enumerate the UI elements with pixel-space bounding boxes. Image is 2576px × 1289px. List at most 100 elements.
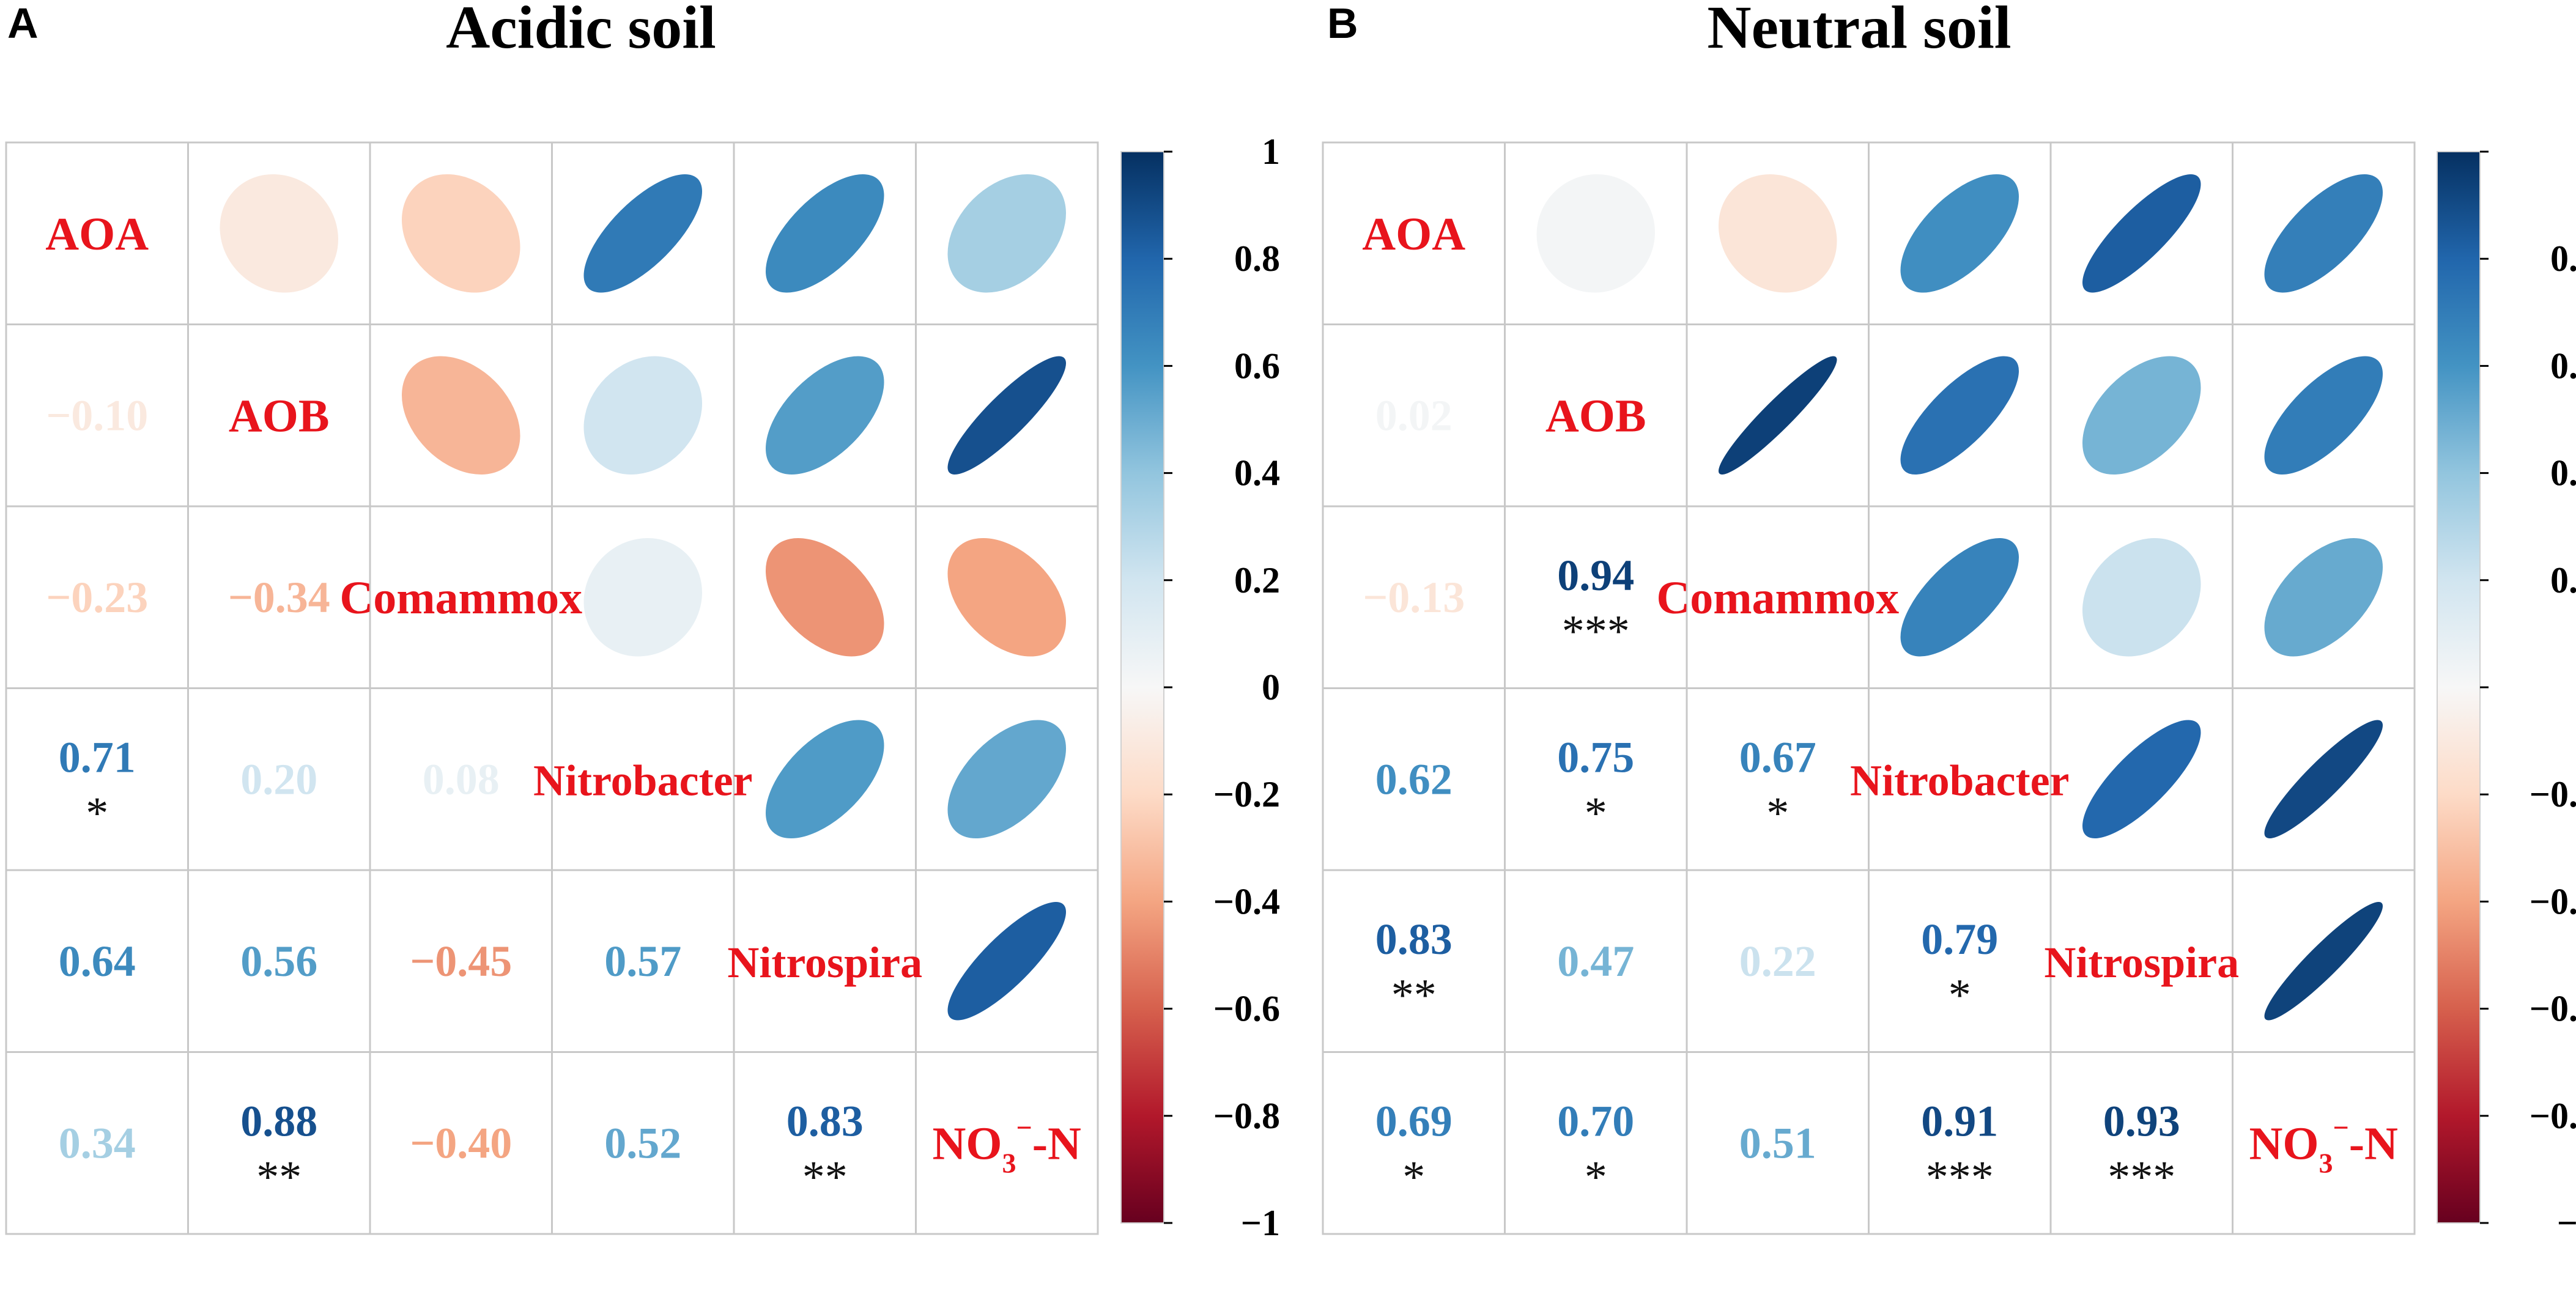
- correlation-grid: 0.02−0.13 0.94***0.62 0.75*0.67*0.83**0.47…: [1322, 141, 2416, 1235]
- cell: [915, 1051, 1099, 1235]
- cell: [187, 687, 371, 871]
- correlation-ellipse: [1536, 174, 1656, 293]
- correlation-value: 0.70: [1557, 1096, 1634, 1145]
- correlation-ellipse: [2082, 720, 2201, 839]
- colorbar-tick-label: 0.2: [1234, 560, 1280, 600]
- correlation-value: 0.69: [1375, 1096, 1453, 1145]
- cell: [187, 505, 371, 689]
- cell: [551, 687, 735, 871]
- correlation-value: −0.13: [1363, 573, 1465, 622]
- cell: [2049, 1051, 2234, 1235]
- correlation-value: 0.08: [423, 755, 500, 803]
- colorbar-gradient: [2437, 152, 2480, 1223]
- variable-label-main: Nitrospira: [2044, 938, 2239, 987]
- colorbar-tick-label: −0.8: [2530, 1096, 2576, 1136]
- colorbar: 10.80.60.40.20−0.2−0.4−0.6−0.8−1: [2437, 150, 2576, 1243]
- variable-label-main: Comammox: [339, 572, 582, 624]
- correlation-ellipse: [583, 356, 703, 475]
- significance-stars: *: [1402, 1152, 1425, 1202]
- variable-label-main: AOB: [1545, 390, 1646, 441]
- correlation-ellipse: [1900, 174, 2019, 293]
- significance-stars: **: [802, 1152, 848, 1202]
- cell: [1322, 505, 1506, 689]
- variable-label: Nitrobacter: [1850, 756, 2070, 805]
- panel-title: Neutral soil: [1707, 0, 2011, 61]
- correlation-value: 0.56: [240, 937, 317, 986]
- correlation-ellipse: [947, 720, 1067, 839]
- correlation-ellipse: [401, 174, 520, 293]
- variable-label: AOA: [1362, 209, 1465, 260]
- colorbar-tick-label: 0.6: [1234, 345, 1280, 386]
- cell: [1686, 869, 1870, 1053]
- colorbar-tick-label: −0.2: [1213, 774, 1280, 814]
- variable-label-main: Nitrobacter: [533, 756, 753, 805]
- significance-stars: **: [256, 1152, 302, 1202]
- correlation-value: 0.47: [1557, 937, 1634, 986]
- correlation-value: −0.40: [410, 1118, 512, 1167]
- correlation-ellipse: [947, 356, 1067, 475]
- variable-label-main: AOA: [45, 209, 149, 260]
- variable-label: AOB: [1545, 390, 1646, 441]
- cell: [369, 687, 553, 871]
- correlation-value: 0.51: [1739, 1118, 1816, 1167]
- correlation-value: 0.75: [1557, 733, 1634, 781]
- correlation-ellipse: [947, 174, 1067, 293]
- panel-letter: A: [7, 0, 39, 47]
- correlation-ellipse: [2264, 537, 2383, 657]
- colorbar-tick-label: −0.2: [2530, 774, 2576, 814]
- colorbar-tick-label: 0.8: [1234, 238, 1280, 279]
- panel-letter: B: [1327, 0, 1358, 47]
- cell: [1504, 1051, 1688, 1235]
- correlation-ellipse: [765, 174, 884, 293]
- variable-label-sup: −: [1016, 1112, 1032, 1143]
- colorbar-tick-label: −0.4: [1213, 881, 1280, 922]
- cell: [551, 1051, 735, 1235]
- correlation-ellipse: [1718, 174, 1837, 293]
- cell: [2049, 869, 2234, 1053]
- correlation-value: 0.02: [1375, 391, 1453, 440]
- significance-stars: ***: [2108, 1152, 2175, 1202]
- colorbar-tick-label: 0.4: [1234, 453, 1280, 493]
- variable-label: Nitrospira: [2044, 938, 2239, 987]
- cell: [733, 869, 917, 1053]
- cell: [551, 869, 735, 1053]
- correlation-value: 0.83: [1375, 915, 1453, 964]
- correlation-ellipse: [2264, 356, 2383, 475]
- correlation-value: −0.10: [46, 391, 148, 440]
- correlation-value: 0.94: [1557, 551, 1634, 600]
- cell: [1686, 1051, 1870, 1235]
- correlation-value: 0.67: [1739, 733, 1816, 781]
- cell: [1868, 869, 2052, 1053]
- colorbar-tick-label: 0.6: [2550, 345, 2576, 386]
- correlation-value: −0.45: [410, 937, 512, 986]
- correlation-value: −0.34: [228, 573, 330, 622]
- correlation-ellipse: [220, 174, 339, 293]
- significance-stars: ***: [1926, 1152, 1994, 1202]
- correlation-ellipse: [2264, 174, 2383, 293]
- significance-stars: *: [1949, 970, 1971, 1021]
- significance-stars: **: [1391, 970, 1437, 1021]
- significance-stars: *: [1585, 788, 1607, 838]
- cell: [1868, 687, 2052, 871]
- cell: [5, 505, 189, 689]
- variable-label-main: Nitrobacter: [1850, 756, 2070, 805]
- correlation-ellipse: [2264, 901, 2383, 1021]
- variable-label-sup: −: [2333, 1112, 2349, 1143]
- variable-label: Comammox: [339, 572, 582, 624]
- correlation-ellipse: [2264, 720, 2383, 839]
- correlation-ellipse: [1718, 356, 1837, 475]
- cell: [5, 687, 189, 871]
- correlation-grid: −0.10−0.23 −0.340.71*0.20 0.080.64 0.56 −0.4…: [5, 141, 1099, 1235]
- correlation-value: 0.83: [786, 1096, 864, 1145]
- correlation-ellipse: [765, 720, 884, 839]
- cell: [1686, 687, 1870, 871]
- correlation-value: 0.71: [59, 733, 136, 781]
- cell: [1322, 323, 1506, 508]
- colorbar-tick-label: 0.2: [2550, 560, 2576, 600]
- colorbar-tick-label: −0.6: [1213, 989, 1280, 1029]
- cell: [187, 323, 371, 508]
- correlation-value: 0.22: [1739, 937, 1816, 986]
- correlation-value: 0.20: [240, 755, 317, 803]
- correlation-ellipse: [583, 174, 703, 293]
